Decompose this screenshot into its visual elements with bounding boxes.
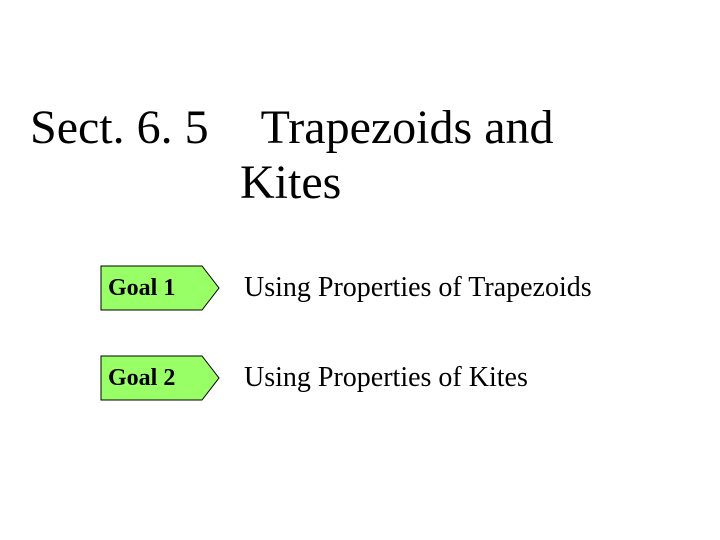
goal-description-1: Using Properties of Trapezoids [244,272,592,304]
goal-badge-1: Goal 1 [100,265,220,311]
goal-badge-2: Goal 2 [100,355,220,401]
goal-label-1: Goal 1 [100,265,202,311]
goal-row-2: Goal 2 Using Properties of Kites [100,355,528,401]
title-text-part1: Trapezoids and [261,100,554,155]
goal-description-2: Using Properties of Kites [244,362,528,394]
title-line-1: Sect. 6. 5 Trapezoids and [30,100,690,155]
section-label: Sect. 6. 5 [30,100,209,155]
slide-title: Sect. 6. 5 Trapezoids and Kites [30,100,690,210]
goal-label-2: Goal 2 [100,355,202,401]
title-text-part2: Kites [240,155,690,210]
goal-row-1: Goal 1 Using Properties of Trapezoids [100,265,592,311]
